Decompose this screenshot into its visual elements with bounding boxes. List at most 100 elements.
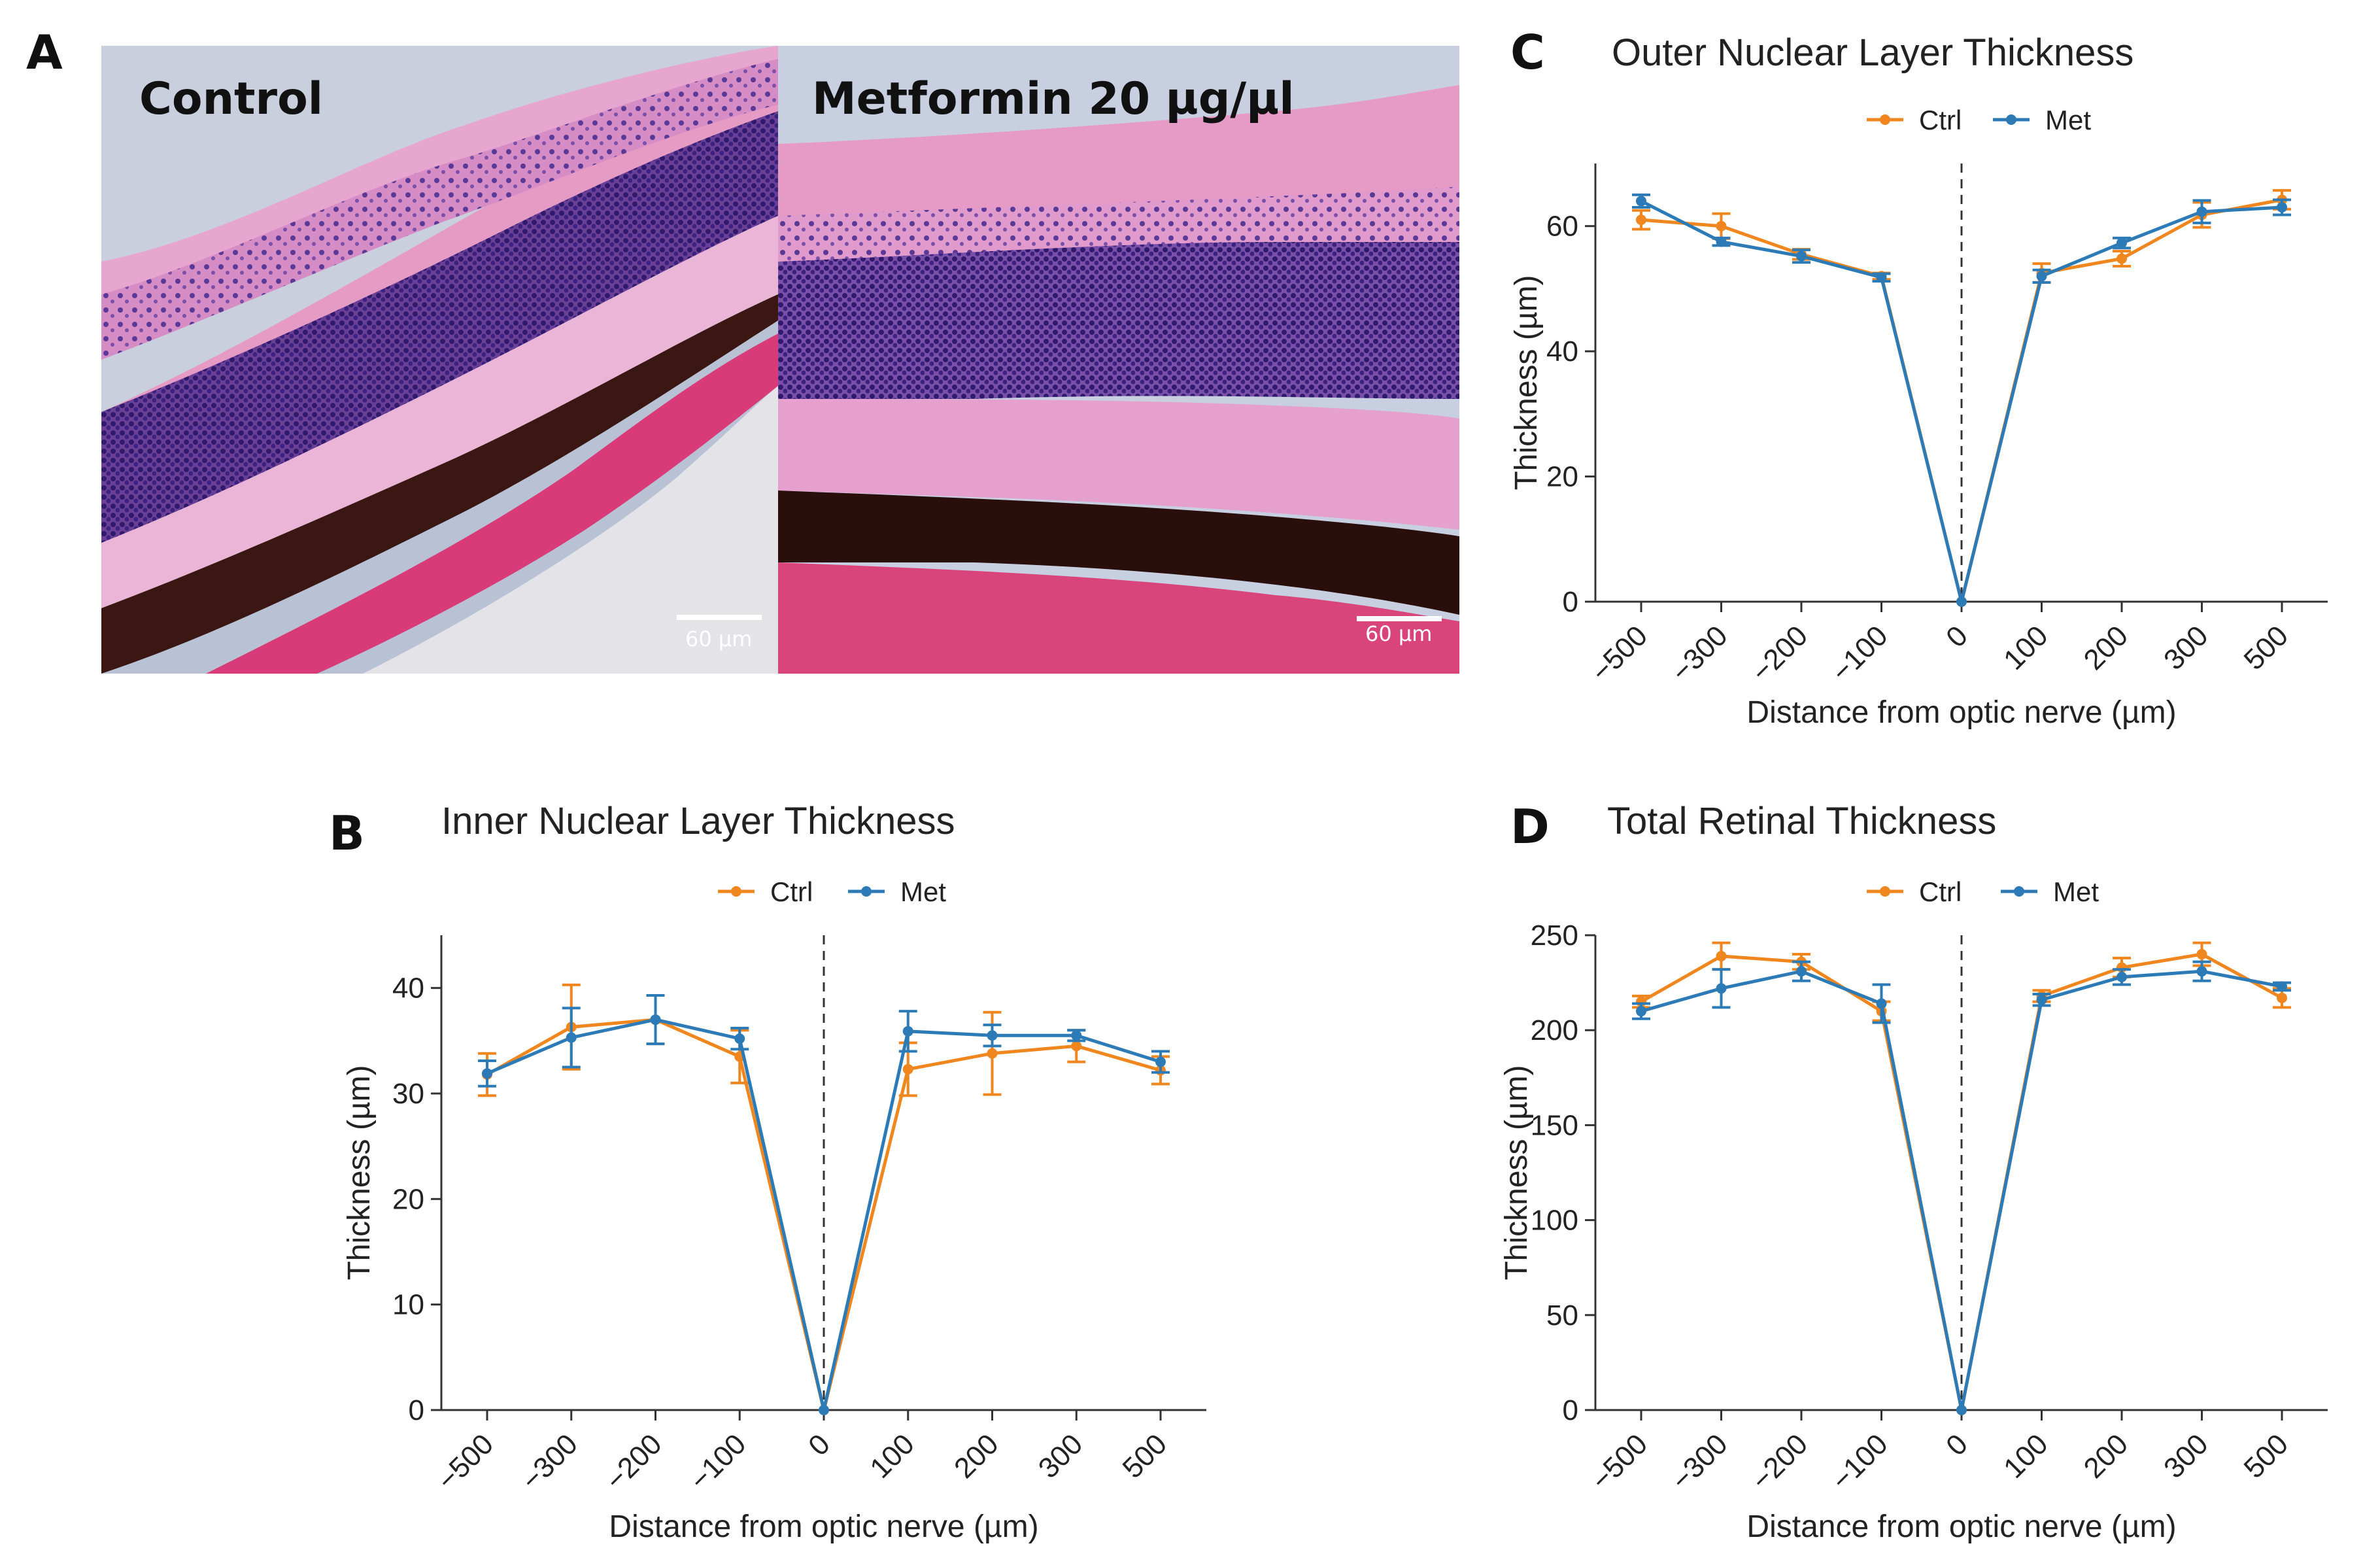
- data-point-met: [902, 1025, 913, 1037]
- y-tick-label: 60: [1546, 211, 1578, 243]
- x-tick-label: 200: [2078, 1428, 2135, 1485]
- y-tick-label: 150: [1531, 1109, 1578, 1141]
- micrograph-metformin: Metformin 20 µg/µl 60 µm: [778, 46, 1459, 674]
- data-point-met: [1716, 983, 1727, 994]
- legend-marker-ctrl: [1880, 114, 1890, 125]
- chart-title: Inner Nuclear Layer Thickness: [441, 800, 955, 842]
- panel-letter-b: B: [329, 806, 365, 861]
- data-point-met: [987, 1030, 998, 1041]
- data-point-ctrl: [2196, 949, 2207, 960]
- micrograph-metformin-image: [778, 46, 1459, 674]
- data-point-met: [1636, 1006, 1646, 1017]
- panel-letter-d: D: [1510, 799, 1550, 854]
- x-axis-label: Distance from optic nerve (µm): [609, 1509, 1038, 1544]
- data-point-met: [2116, 237, 2127, 249]
- data-point-ctrl: [1716, 950, 1727, 961]
- data-point-met: [734, 1033, 745, 1044]
- y-tick-label: 30: [392, 1078, 424, 1110]
- data-point-met: [819, 1405, 829, 1415]
- x-tick-label: 100: [1998, 1428, 2054, 1485]
- chart-title: Outer Nuclear Layer Thickness: [1612, 31, 2134, 74]
- x-tick-label: 300: [2158, 1428, 2215, 1485]
- data-point-met: [1071, 1030, 1082, 1041]
- y-tick-label: 40: [1546, 336, 1578, 368]
- y-tick-label: 20: [1546, 461, 1578, 493]
- data-point-ctrl: [1716, 220, 1727, 232]
- micrograph-title-metformin: Metformin 20 µg/µl: [812, 73, 1295, 125]
- legend-label-ctrl: Ctrl: [770, 876, 813, 907]
- y-tick-label: 0: [1563, 586, 1578, 618]
- data-point-ctrl: [2116, 253, 2127, 264]
- y-tick-label: 20: [392, 1183, 424, 1215]
- scale-bar: [1357, 616, 1442, 621]
- micrograph-title-control: Control: [139, 73, 324, 125]
- data-point-met: [1876, 998, 1887, 1009]
- data-point-ctrl: [902, 1063, 913, 1075]
- legend-marker-ctrl: [731, 886, 741, 897]
- data-point-met: [2196, 966, 2207, 977]
- y-tick-label: 0: [1563, 1394, 1578, 1426]
- scale-label: 60 µm: [1365, 621, 1433, 646]
- data-point-met: [2116, 971, 2127, 982]
- legend-label-ctrl: Ctrl: [1919, 876, 1962, 907]
- legend-marker-met: [861, 886, 872, 897]
- data-point-met: [1956, 1405, 1967, 1415]
- legend-marker-met: [2006, 114, 2016, 125]
- y-tick-label: 250: [1531, 920, 1578, 952]
- panel-letter-c: C: [1510, 25, 1545, 80]
- data-point-met: [482, 1068, 492, 1079]
- y-tick-label: 50: [1546, 1300, 1578, 1332]
- y-axis-label: Thickness (µm): [342, 1065, 377, 1280]
- legend-marker-ctrl: [1880, 886, 1890, 897]
- data-point-met: [2196, 206, 2207, 217]
- y-axis-label: Thickness (µm): [1509, 275, 1544, 490]
- data-point-met: [1155, 1056, 1166, 1067]
- y-axis-label: Thickness (µm): [1499, 1065, 1534, 1280]
- panel-letter-a: A: [26, 25, 63, 80]
- data-point-met: [1716, 236, 1727, 247]
- y-tick-label: 40: [392, 973, 424, 1005]
- data-point-ctrl: [987, 1048, 998, 1059]
- x-tick-label: −500: [1585, 1428, 1654, 1496]
- data-point-ctrl: [2277, 992, 2287, 1003]
- data-point-met: [1796, 966, 1807, 977]
- y-tick-label: 10: [392, 1289, 424, 1321]
- data-point-ctrl: [1636, 215, 1646, 226]
- data-point-met: [650, 1014, 661, 1025]
- legend-label-met: Met: [2053, 876, 2099, 907]
- y-tick-label: 0: [409, 1394, 424, 1426]
- data-point-met: [2036, 271, 2047, 282]
- data-point-ctrl: [1071, 1041, 1082, 1052]
- micrograph-control: Control 60 µm: [101, 46, 778, 674]
- legend-label-met: Met: [900, 876, 946, 907]
- x-axis-label: Distance from optic nerve (µm): [1746, 1509, 2176, 1544]
- data-point-met: [1956, 596, 1967, 607]
- chart-title: Total Retinal Thickness: [1607, 800, 1996, 842]
- legend-marker-met: [2014, 886, 2024, 897]
- data-point-met: [1876, 272, 1887, 283]
- x-tick-label: 0: [1940, 1428, 1974, 1462]
- data-point-met: [1636, 196, 1646, 207]
- data-point-met: [566, 1032, 577, 1043]
- scale-label: 60 µm: [685, 627, 753, 651]
- data-point-met: [2277, 981, 2287, 992]
- legend-label-ctrl: Ctrl: [1919, 105, 1962, 135]
- x-tick-label: −300: [1665, 1428, 1734, 1496]
- data-point-met: [2277, 202, 2287, 213]
- data-point-met: [2036, 994, 2047, 1005]
- x-tick-label: 500: [2238, 1428, 2295, 1485]
- scale-bar: [677, 615, 762, 620]
- x-tick-label: −100: [1826, 1428, 1894, 1496]
- data-point-met: [1796, 250, 1807, 262]
- y-tick-label: 200: [1531, 1014, 1578, 1046]
- x-tick-label: −200: [1745, 1428, 1814, 1496]
- legend-label-met: Met: [2045, 105, 2091, 135]
- x-axis-label: Distance from optic nerve (µm): [1746, 695, 2176, 730]
- micrograph-control-image: [101, 46, 778, 674]
